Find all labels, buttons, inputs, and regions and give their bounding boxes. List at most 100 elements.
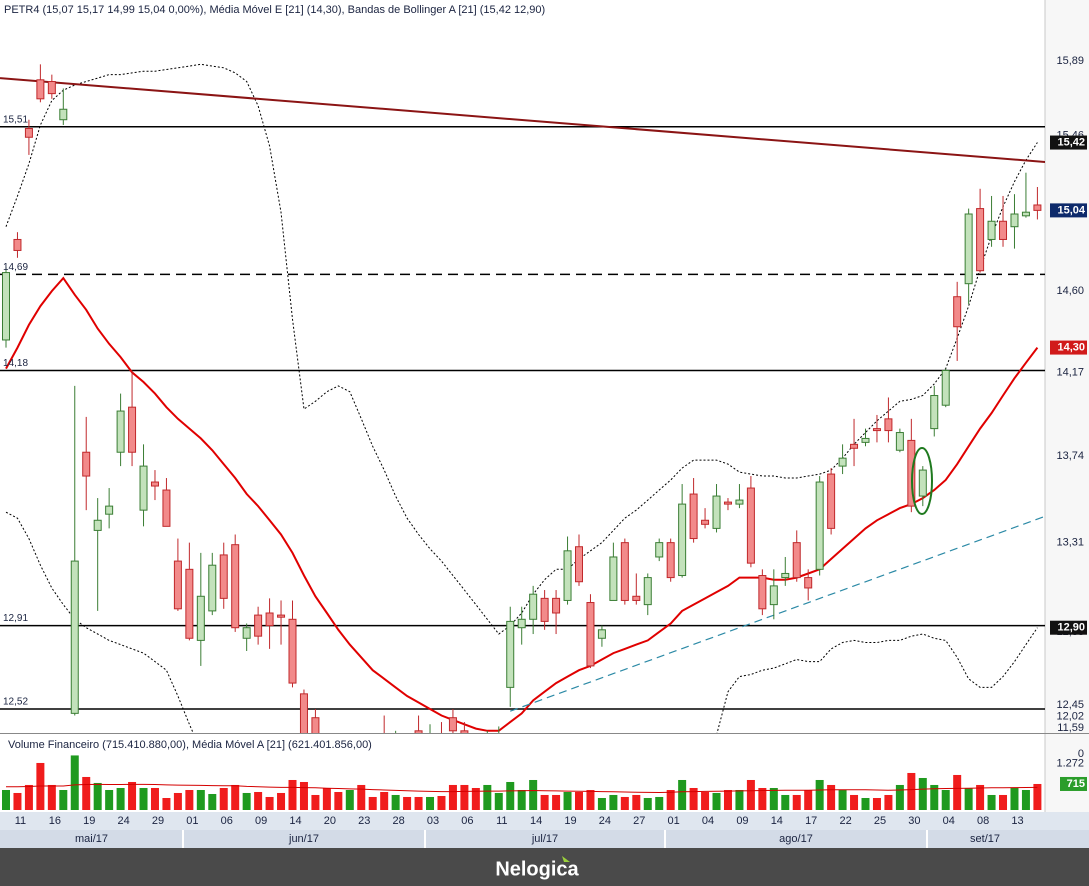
candle-body [941,369,950,406]
candle-body [414,730,423,733]
volume-bar [414,796,423,810]
month-row [0,830,1089,848]
volume-bar [850,794,859,810]
volume-bar [723,789,732,810]
volume-title: Volume Financeiro (715.410.880,00), Médi… [8,739,372,751]
x-tick-label: 09 [736,815,748,827]
level-label: 14,18 [3,358,28,369]
candle-body [804,577,813,589]
volume-bar [586,789,595,810]
volume-bar [277,792,286,810]
volume-bar [13,792,22,810]
volume-bar [1010,787,1019,810]
volume-bar [827,784,836,810]
volume-bar [471,787,480,810]
candle-body [128,406,137,453]
volume-bar [884,794,893,810]
candle-body [288,618,297,684]
x-tick-label: 11 [496,815,507,827]
candle-body [872,428,881,432]
volume-bar [288,779,297,810]
volume-bar [1021,789,1030,810]
candle-body [70,560,79,714]
price-tag-label: 15,04 [1057,204,1085,216]
x-tick-label: 14 [771,815,783,827]
candle-body [597,629,606,639]
volume-bar [93,782,102,810]
month-label: mai/17 [75,833,108,845]
overlay: 15,8915,4614,6014,1713,7413,3112,8812,45… [2,55,1087,848]
volume-bar [643,797,652,810]
x-tick-label: 24 [117,815,129,827]
candle-body [850,443,859,449]
candle-body [82,451,91,477]
volume-bar [426,796,435,810]
volume-bar [895,784,904,810]
candle-body [586,602,595,667]
y-tick-label: 14,60 [1056,285,1084,297]
volume-bar [540,794,549,810]
candle-body [666,542,675,579]
volume-tick-label: 1.272 [1056,758,1084,770]
candle-body [540,597,549,622]
candle-body [723,501,732,505]
volume-tag-label: 715 [1067,778,1085,790]
candle-body [448,717,457,732]
volume-tag [1060,776,1087,791]
volume-bar [448,784,457,810]
volume-bar [483,784,492,810]
candle-body [781,572,790,579]
volume-bar [517,789,526,810]
volume-bar [437,795,446,810]
month-label: jun/17 [288,833,319,845]
x-tick-label: 09 [255,815,267,827]
price-plot [0,63,1045,733]
candle-body [632,595,641,601]
candle-body [987,220,996,240]
volume-bar [930,784,939,810]
volume-bar [70,755,79,810]
candle-body [196,595,205,641]
candle-body [105,505,114,515]
x-tick-label: 19 [564,815,576,827]
candle-body [964,213,973,285]
x-tick-label: 04 [702,815,714,827]
highlight-ellipse [911,447,933,515]
volume-bar [918,777,927,810]
volume-bar [311,794,320,810]
volume-bar [792,794,801,810]
candle-body [620,542,629,601]
x-tick-label: 03 [427,815,439,827]
volume-bar [231,784,240,810]
candle-body [162,489,171,527]
volume-bar [758,787,767,810]
date-row [0,812,1089,830]
volume-bar [403,796,412,810]
candle-body [59,108,68,121]
volume-bar [815,779,824,810]
candle-body [242,627,251,639]
month-label: jul/17 [531,833,558,845]
level-label: 12,91 [3,613,28,624]
volume-bar [506,781,515,810]
y-tick-label: 12,02 [1056,710,1084,722]
candle-body [1010,213,1019,228]
y-tick-label: 11,59 [1057,722,1084,734]
volume-bar [872,797,881,810]
candle-body [299,693,308,733]
candle-body [838,457,847,467]
candle-body [277,614,286,618]
candle-body [735,499,744,505]
candle-body [552,597,561,614]
candle-body [311,717,320,733]
candle-body [13,238,22,251]
volume-bar [575,791,583,810]
candle-body [861,437,870,443]
candle-body [254,614,263,637]
y-tick-label: 14,17 [1056,366,1084,378]
volume-bar [552,794,561,810]
x-tick-label: 20 [324,815,336,827]
candle-body [529,593,538,620]
volume-bar [460,784,469,810]
x-tick-label: 30 [908,815,920,827]
